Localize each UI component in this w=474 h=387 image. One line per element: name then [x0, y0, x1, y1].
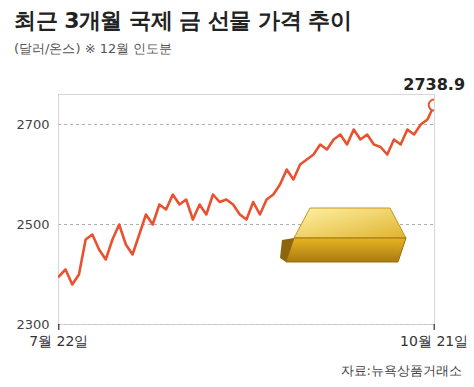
- html-text:(달러/온스) ※ 12월 인도분: (달러/온스) ※ 12월 인도분: [14, 41, 173, 56]
- svg-text:2500: 2500: [16, 217, 49, 232]
- html-text:최근 3개월 국제 금 선물 가격 추이: 최근 3개월 국제 금 선물 가격 추이: [14, 8, 352, 33]
- html-text:자료:뉴욕상품거래소: 자료:뉴욕상품거래소: [340, 363, 462, 378]
- svg-text:2700: 2700: [16, 117, 49, 132]
- svg-text:2738.9: 2738.9: [403, 75, 465, 94]
- svg-text:10월 21일: 10월 21일: [400, 333, 468, 349]
- svg-text:7월 22일: 7월 22일: [29, 333, 88, 349]
- svg-text:2300: 2300: [16, 317, 49, 332]
